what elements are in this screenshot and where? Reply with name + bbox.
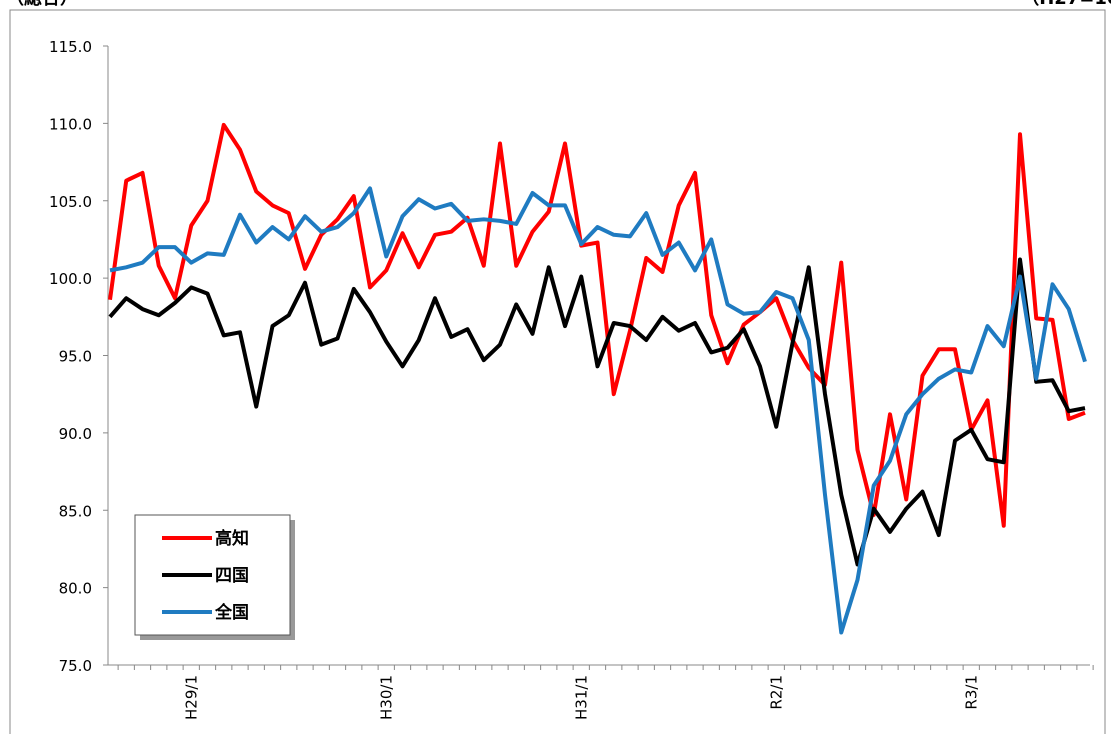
x-tick-label: H31/1 bbox=[572, 675, 590, 720]
y-tick-label: 85.0 bbox=[59, 502, 92, 520]
y-tick-label: 75.0 bbox=[59, 657, 92, 675]
y-tick-label: 80.0 bbox=[59, 580, 92, 598]
legend-box bbox=[134, 514, 291, 636]
note-left: （総合） bbox=[6, 0, 78, 9]
y-tick-label: 105.0 bbox=[49, 193, 92, 211]
legend-label: 全国 bbox=[214, 602, 249, 623]
series-line bbox=[108, 257, 1086, 567]
legend-label: 高知 bbox=[215, 528, 249, 549]
series-line bbox=[108, 122, 1086, 528]
x-tick-label: H29/1 bbox=[182, 675, 200, 720]
legend-label: 四国 bbox=[215, 566, 249, 586]
y-tick-label: 95.0 bbox=[59, 348, 92, 366]
x-tick-label: R3/1 bbox=[962, 675, 980, 710]
y-tick-label: 90.0 bbox=[59, 425, 92, 443]
y-tick-label: 110.0 bbox=[49, 115, 92, 133]
y-tick-label: 115.0 bbox=[49, 38, 92, 56]
x-tick-label: H30/1 bbox=[377, 675, 395, 720]
series-line bbox=[109, 186, 1087, 635]
y-tick-label: 100.0 bbox=[49, 270, 92, 288]
note-right: （H27=100） bbox=[1021, 0, 1111, 9]
x-tick-label: R2/1 bbox=[767, 675, 785, 710]
